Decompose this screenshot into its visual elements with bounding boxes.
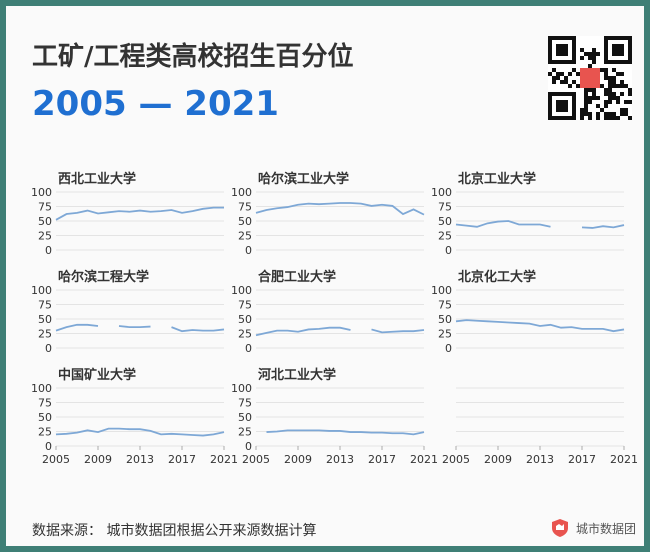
y-tick-label: 50	[238, 215, 252, 228]
series-line	[255, 326, 351, 337]
y-tick-label: 100	[231, 382, 252, 395]
y-tick-label: 0	[45, 440, 52, 453]
chart-panel-9: 2005 2009 2013 2017 2021	[442, 387, 638, 466]
y-tick-label: 75	[438, 299, 452, 312]
y-tick-label: 50	[238, 411, 252, 424]
qr-code-icon[interactable]	[548, 36, 632, 120]
y-tick-label: 50	[38, 411, 52, 424]
brand-name: 城市数据团	[576, 521, 637, 536]
panel-title: 哈尔滨工业大学	[258, 171, 349, 187]
series-line	[455, 220, 551, 228]
series-line	[118, 325, 151, 329]
panel-title: 合肥工业大学	[258, 269, 336, 285]
y-tick-label: 75	[238, 201, 252, 214]
series-line	[171, 326, 225, 333]
y-tick-label: 0	[245, 244, 252, 257]
y-tick-label: 25	[238, 230, 252, 243]
y-tick-label: 75	[38, 397, 52, 410]
series-line	[55, 323, 99, 332]
series-line	[255, 202, 425, 216]
y-tick-label: 0	[45, 342, 52, 355]
infographic-card: 工矿/工程类高校招生百分位 2005 — 2021 西北工业大学 0 25 50 75 1…	[6, 6, 644, 546]
y-tick-label: 100	[231, 284, 252, 297]
y-tick-label: 50	[438, 313, 452, 326]
y-tick-label: 0	[245, 440, 252, 453]
series-line	[371, 328, 425, 334]
y-tick-label: 50	[38, 215, 52, 228]
page-title: 工矿/工程类高校招生百分位	[32, 42, 354, 72]
x-tick-label: 2009	[84, 453, 112, 466]
series-line	[581, 224, 625, 229]
panel-title: 哈尔滨工程大学	[58, 269, 149, 285]
year-range-subtitle: 2005 — 2021	[32, 84, 279, 124]
y-tick-label: 100	[31, 284, 52, 297]
x-tick-label: 2021	[610, 453, 638, 466]
y-tick-label: 25	[38, 230, 52, 243]
shield-logo-icon	[552, 519, 568, 537]
x-tick-label: 2005	[42, 453, 70, 466]
y-tick-label: 100	[31, 382, 52, 395]
y-tick-label: 50	[438, 215, 452, 228]
y-tick-label: 100	[31, 186, 52, 199]
panel-title: 北京化工大学	[458, 269, 536, 285]
panel-title: 西北工业大学	[58, 171, 136, 187]
x-tick-label: 2013	[126, 453, 154, 466]
y-tick-label: 0	[445, 244, 452, 257]
y-tick-label: 25	[438, 230, 452, 243]
y-tick-label: 25	[238, 328, 252, 341]
x-tick-label: 2009	[484, 453, 512, 466]
y-tick-label: 75	[438, 201, 452, 214]
brand-logo: 城市数据团	[550, 518, 636, 538]
series-line	[55, 206, 224, 221]
y-tick-label: 100	[231, 186, 252, 199]
y-tick-label: 0	[445, 342, 452, 355]
small-multiples-charts: 西北工业大学0255075100哈尔滨工业大学0255075100北京工业大学0…	[31, 171, 638, 466]
x-tick-label: 2021	[210, 453, 238, 466]
y-tick-label: 75	[38, 201, 52, 214]
x-tick-label: 2005	[242, 453, 270, 466]
panel-title: 河北工业大学	[258, 367, 336, 383]
y-tick-label: 25	[38, 426, 52, 439]
y-tick-label: 25	[38, 328, 52, 341]
x-tick-label: 2013	[326, 453, 354, 466]
x-tick-label: 2017	[368, 453, 396, 466]
x-tick-label: 2021	[410, 453, 438, 466]
series-line	[266, 429, 425, 436]
x-tick-label: 2017	[168, 453, 196, 466]
y-tick-label: 50	[238, 313, 252, 326]
x-tick-label: 2005	[442, 453, 470, 466]
series-line	[55, 427, 225, 437]
data-source-note: 数据来源： 城市数据团根据公开来源数据计算	[32, 523, 317, 539]
y-tick-label: 25	[438, 328, 452, 341]
y-tick-label: 25	[238, 426, 252, 439]
series-line	[455, 319, 625, 333]
panel-title: 北京工业大学	[458, 171, 536, 187]
y-tick-label: 75	[38, 299, 52, 312]
x-tick-label: 2017	[568, 453, 596, 466]
x-tick-label: 2009	[284, 453, 312, 466]
y-tick-label: 100	[431, 186, 452, 199]
y-tick-label: 75	[238, 397, 252, 410]
y-tick-label: 100	[431, 284, 452, 297]
y-tick-label: 75	[238, 299, 252, 312]
x-tick-label: 2013	[526, 453, 554, 466]
panel-title: 中国矿业大学	[58, 367, 136, 383]
y-tick-label: 0	[45, 244, 52, 257]
y-tick-label: 0	[245, 342, 252, 355]
y-tick-label: 50	[38, 313, 52, 326]
